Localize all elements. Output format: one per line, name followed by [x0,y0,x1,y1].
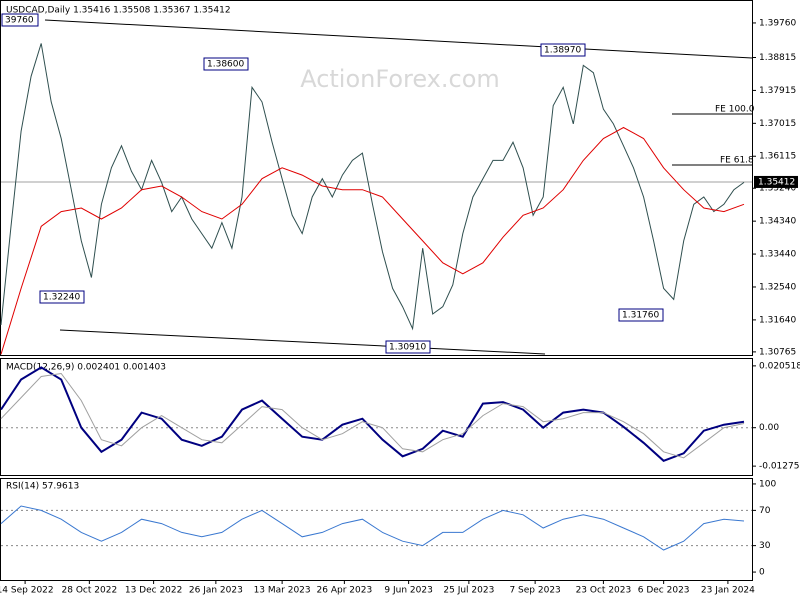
y-tick-label: 0 [759,568,765,578]
y-tick-label: 1.37915 [759,86,796,96]
current-price-box [754,175,798,188]
current-price-label: 1.35412 [758,177,795,187]
price-label: 1.30910 [389,343,426,353]
x-tick-label: 13 Mar 2023 [254,586,311,596]
trend-line [44,19,753,59]
x-tick-label: 9 Jun 2023 [384,586,432,596]
price-label: 1.38600 [207,60,244,70]
price-label: 39760 [5,16,34,26]
y-tick-label: 1.32540 [759,282,796,292]
price-label: 1.38970 [544,46,581,56]
y-tick-label: 0.020518 [759,361,800,371]
series-line [0,43,745,331]
x-tick-label: 23 Jan 2024 [701,586,755,596]
x-tick-label: 26 Apr 2023 [317,586,373,596]
x-tick-label: 25 Jul 2023 [443,586,494,596]
x-tick-label: 26 Jan 2023 [189,586,243,596]
price-label-box [39,290,85,304]
price-label-box [385,340,431,354]
fe-label: FE 100.0 [715,105,755,115]
trend-line [59,329,546,355]
y-tick-label: 70 [759,506,771,516]
watermark: ActionForex.com [300,65,500,93]
y-tick-label: -0.012755 [759,462,800,472]
price-label-box [203,57,249,71]
macd-title: MACD(12,26,9) 0.002401 0.001403 [6,363,166,373]
y-tick-label: 1.33440 [759,250,796,260]
x-tick-label: 14 Sep 2022 [0,586,54,596]
price-label-box [1,13,39,27]
series-line [0,126,745,355]
fe-label: FE 61.8 [720,156,754,166]
price-label-box [618,308,664,322]
price-label: 1.32240 [43,293,80,303]
y-tick-label: 1.31640 [759,315,796,325]
series-line [0,372,745,459]
x-tick-label: 6 Dec 2023 [638,586,690,596]
macd-panel [0,358,753,476]
series-line [0,505,745,551]
y-tick-label: 1.37015 [759,119,796,129]
y-tick-label: 1.34340 [759,217,796,227]
y-tick-label: 0.00 [759,423,779,433]
y-tick-label: 1.39760 [759,18,796,28]
y-tick-label: 1.38815 [759,53,796,63]
price-label: 1.31760 [622,311,659,321]
chart-title: USDCAD,Daily 1.35416 1.35508 1.35367 1.3… [6,6,231,16]
x-tick-label: 23 Oct 2023 [576,586,632,596]
rsi-panel [0,478,753,581]
y-tick-label: 30 [759,541,771,551]
y-tick-label: 1.30765 [759,347,796,357]
price-panel [0,0,753,356]
x-tick-label: 13 Dec 2022 [125,586,183,596]
x-tick-label: 7 Sep 2023 [509,586,560,596]
y-tick-label: 100 [759,479,776,489]
y-tick-label: 1.35240 [759,184,796,194]
series-line [0,366,745,462]
rsi-title: RSI(14) 57.9613 [6,482,79,492]
x-tick-label: 28 Oct 2022 [62,586,118,596]
y-tick-label: 1.36115 [759,152,796,162]
price-label-box [540,43,586,57]
